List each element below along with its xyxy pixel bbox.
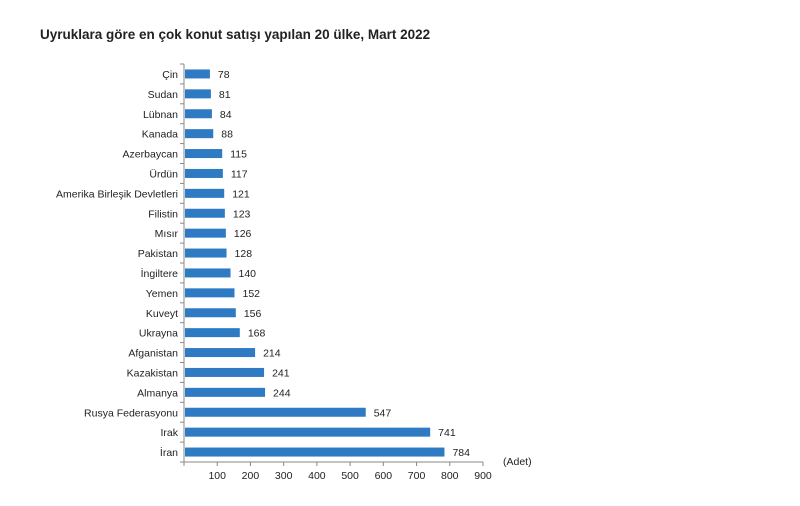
bar-12 — [185, 308, 236, 318]
x-tick-label: 300 — [275, 470, 293, 482]
bar-13 — [185, 328, 240, 338]
category-label: Rusya Federasyonu — [84, 407, 178, 419]
x-tick-label: 200 — [242, 470, 260, 482]
category-label: Mısır — [155, 228, 179, 240]
data-label: 156 — [244, 308, 262, 320]
bar-10 — [185, 268, 231, 278]
bar-2 — [185, 109, 212, 119]
category-label: Ürdün — [149, 168, 178, 180]
category-label: Kazakistan — [127, 367, 179, 379]
data-label: 168 — [248, 328, 266, 340]
bar-8 — [185, 228, 226, 238]
data-label: 81 — [219, 89, 231, 101]
bar-11 — [185, 288, 235, 298]
x-tick-label: 100 — [208, 470, 226, 482]
category-label: Sudan — [148, 89, 179, 101]
data-label: 78 — [218, 69, 230, 81]
bar-6 — [185, 188, 225, 198]
data-label: 244 — [273, 387, 291, 399]
data-label: 152 — [242, 288, 260, 300]
data-label: 126 — [234, 228, 252, 240]
x-tick-label: 600 — [375, 470, 393, 482]
bar-19 — [185, 447, 445, 457]
x-tick-label: 500 — [341, 470, 359, 482]
data-label: 784 — [452, 447, 470, 459]
data-label: 214 — [263, 348, 281, 360]
category-label: Azerbaycan — [123, 149, 179, 161]
bar-3 — [185, 129, 214, 139]
bar-1 — [185, 89, 211, 99]
data-label: 115 — [230, 149, 247, 161]
data-label: 128 — [235, 248, 253, 260]
category-label: Filistin — [148, 208, 178, 220]
bar-18 — [185, 427, 431, 437]
chart-title: Uyruklara göre en çok konut satışı yapıl… — [40, 27, 431, 42]
data-label: 547 — [374, 407, 392, 419]
x-tick-label: 800 — [441, 470, 459, 482]
bar-15 — [185, 367, 265, 377]
x-tick-label: 400 — [308, 470, 326, 482]
category-label: Amerika Birleşik Devletleri — [56, 188, 178, 200]
category-label: Kuveyt — [146, 308, 178, 320]
bar-9 — [185, 248, 227, 258]
bar-0 — [185, 69, 210, 79]
data-label: 88 — [221, 129, 233, 141]
bar-7 — [185, 208, 225, 218]
data-label: 241 — [272, 367, 290, 379]
category-label: Kanada — [142, 129, 178, 141]
category-label: Lübnan — [143, 109, 178, 121]
category-label: Irak — [160, 427, 178, 439]
category-label: İran — [160, 446, 178, 459]
data-label: 123 — [233, 208, 251, 220]
x-tick-label: 900 — [474, 470, 492, 482]
category-label: İngiltere — [141, 267, 179, 280]
data-label: 84 — [220, 109, 232, 121]
data-label: 140 — [239, 268, 257, 280]
bar-16 — [185, 387, 266, 397]
bar-4 — [185, 149, 223, 159]
category-label: Çin — [162, 69, 178, 81]
bar-17 — [185, 407, 366, 417]
category-label: Almanya — [137, 387, 178, 399]
x-tick-label: 700 — [408, 470, 426, 482]
x-axis-label: (Adet) — [503, 456, 532, 468]
data-label: 121 — [232, 188, 250, 200]
category-label: Yemen — [146, 288, 178, 300]
category-label: Afganistan — [128, 348, 178, 360]
data-label: 117 — [231, 168, 248, 180]
bar-14 — [185, 348, 256, 358]
category-label: Pakistan — [138, 248, 178, 260]
category-label: Ukrayna — [139, 328, 178, 340]
data-label: 741 — [438, 427, 456, 439]
bar-5 — [185, 168, 223, 178]
